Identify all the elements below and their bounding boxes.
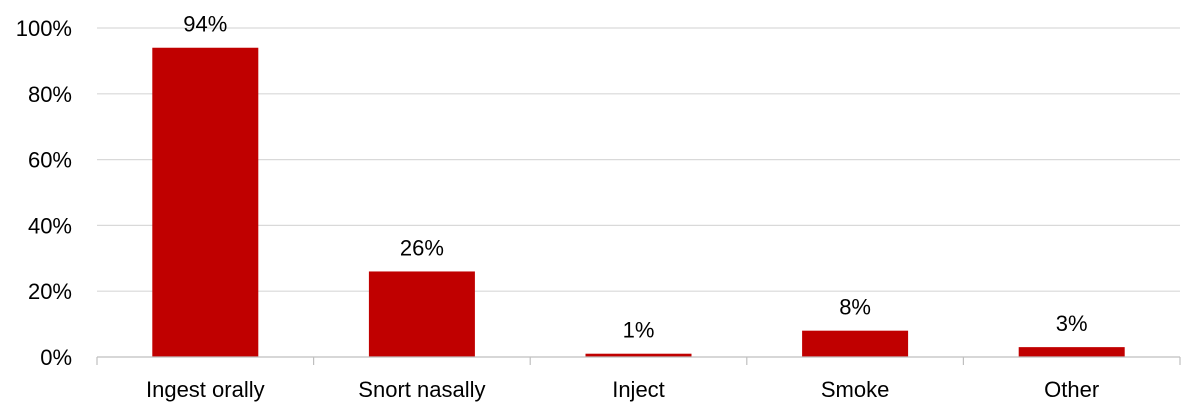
- y-tick-label: 0%: [40, 345, 72, 370]
- data-label: 8%: [839, 295, 871, 320]
- x-category-label: Other: [1044, 377, 1099, 402]
- bar-inject: [585, 353, 692, 357]
- bar-snort-nasally: [368, 271, 475, 357]
- bar-other: [1018, 347, 1125, 357]
- y-tick-label: 60%: [28, 148, 72, 173]
- x-category-label: Snort nasally: [358, 377, 485, 402]
- bar-smoke: [802, 330, 909, 357]
- x-category-label: Smoke: [821, 377, 889, 402]
- data-label: 1%: [623, 318, 655, 343]
- y-tick-label: 100%: [16, 16, 72, 41]
- y-axis-tick-labels: 0% 20% 40% 60% 80% 100%: [16, 16, 72, 370]
- data-label: 26%: [400, 235, 444, 260]
- x-axis-category-labels: Ingest orally Snort nasally Inject Smoke Oth…: [146, 377, 1099, 402]
- data-label: 3%: [1056, 311, 1088, 336]
- x-category-label: Inject: [612, 377, 665, 402]
- gridlines: [97, 27, 1180, 292]
- y-tick-label: 80%: [28, 82, 72, 107]
- y-tick-label: 40%: [28, 213, 72, 238]
- bar-ingest-orally: [152, 47, 259, 358]
- x-axis: [96, 356, 1181, 365]
- x-category-label: Ingest orally: [146, 377, 265, 402]
- data-labels: 94% 26% 1% 8% 3%: [183, 12, 1087, 343]
- y-tick-label: 20%: [28, 279, 72, 304]
- bars: [152, 47, 1125, 358]
- data-label: 94%: [183, 12, 227, 37]
